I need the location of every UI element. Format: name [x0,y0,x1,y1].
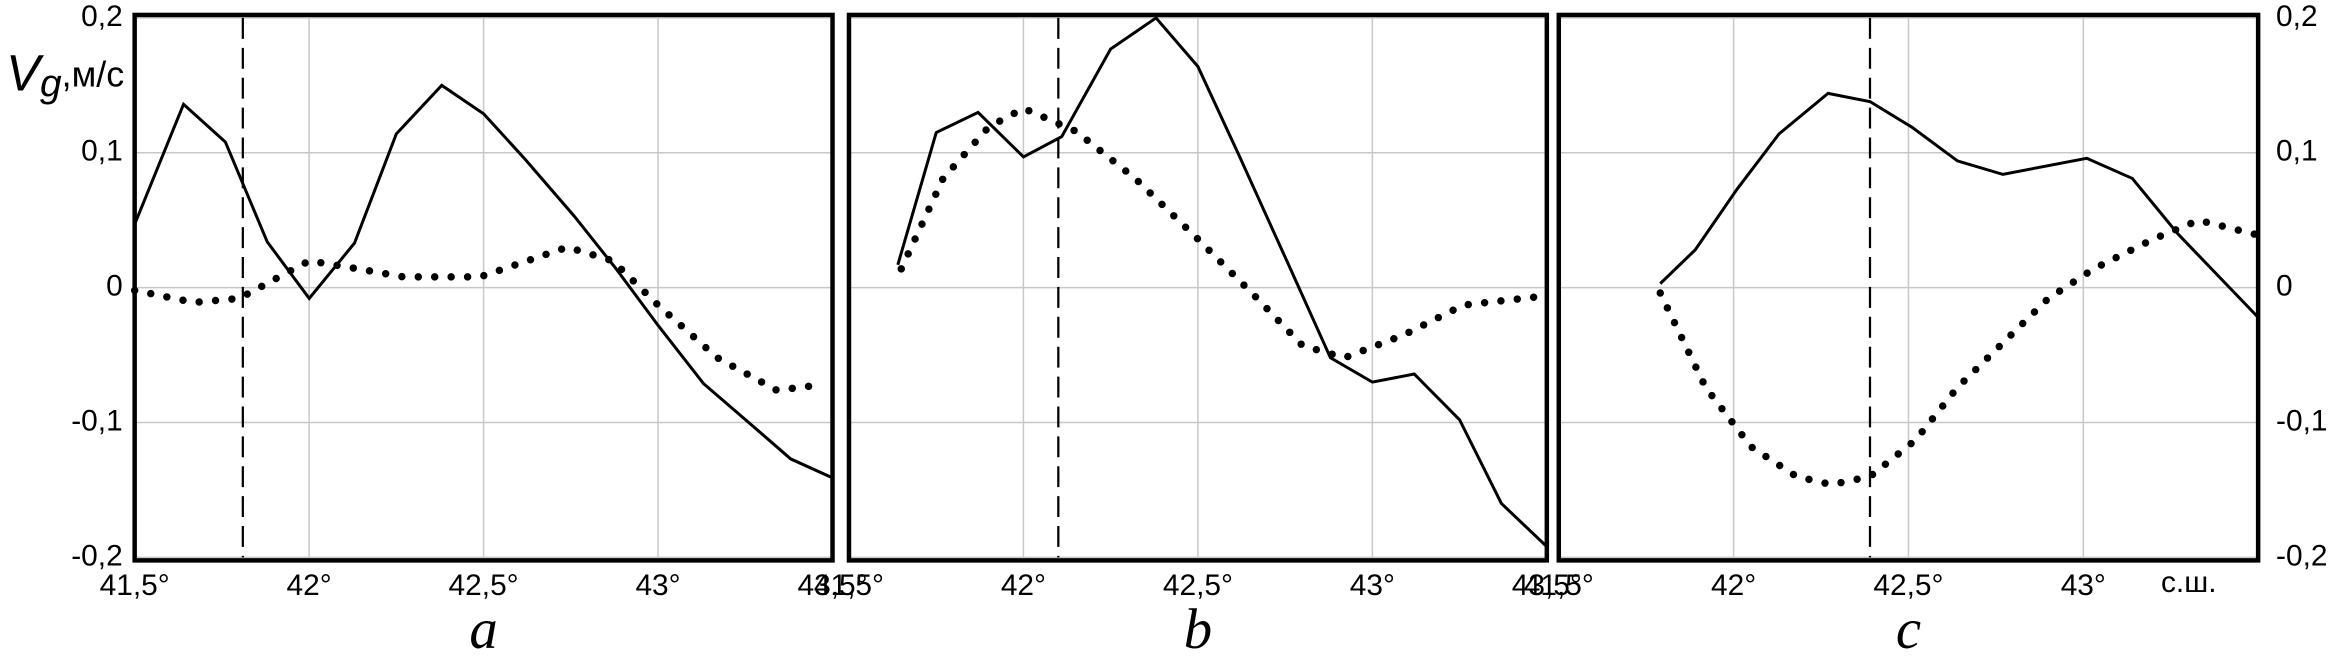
y-label-main: V [6,45,44,102]
x-tick-label: 42° [1001,569,1046,602]
panel-label: a [469,598,497,661]
y-tick-label: 0,1 [2276,135,2318,168]
x-tick-label: 41,5° [1524,569,1594,602]
data-line [1656,216,2262,489]
x-tick-label: 43° [1350,569,1395,602]
y-tick-label: 0 [2276,270,2293,303]
plot-frame [846,12,1550,563]
y-axis-label: Vg,м/с [6,45,124,106]
y-label-sub: g [40,63,62,106]
y-tick-label: 0,2 [2276,0,2318,33]
y-tick-label: 0,2 [81,0,123,33]
x-axis-label: с.ш. [2161,566,2217,599]
x-tick-label: 43° [2061,569,2106,602]
data-line [133,83,834,480]
y-tick-label: -0,1 [71,404,122,437]
x-tick-label: 43,5° [797,569,867,602]
panel-label: b [1184,598,1212,661]
x-tick-label: 43,5° [1512,569,1582,602]
x-tick-label: 41,5° [814,569,884,602]
x-tick-label: 43° [635,569,680,602]
x-tick-label: 42,5° [449,569,519,602]
x-tick-label: 42,5° [1873,569,1943,602]
x-tick-label: 42,5° [1163,569,1233,602]
y-tick-label: 0,1 [81,135,123,168]
plot-frame [132,12,835,563]
data-line [1659,91,2260,319]
y-tick-label: 0 [106,270,123,303]
plot-frame [1556,12,2261,563]
y-tick-label: -0,1 [2276,404,2327,437]
panel-label: c [1896,598,1921,661]
data-line [897,104,1551,362]
y-label-unit: ,м/с [62,55,125,95]
y-tick-label: -0,2 [2276,539,2327,572]
x-tick-label: 42° [1711,569,1756,602]
data-line [130,243,826,395]
x-tick-label: 41,5° [100,569,170,602]
y-tick-label: -0,2 [71,539,122,572]
data-line [896,15,1548,548]
x-tick-label: 42° [287,569,332,602]
